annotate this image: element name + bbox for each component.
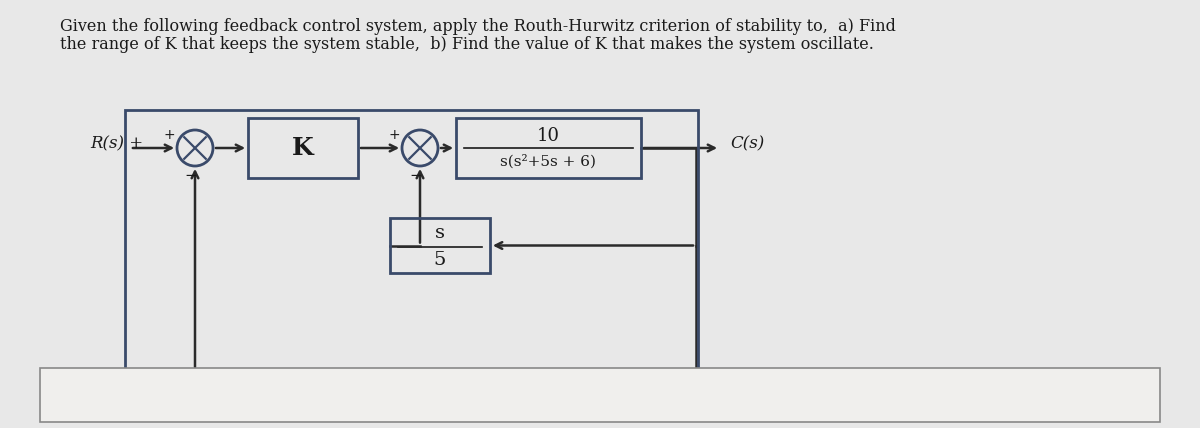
Text: +: + <box>389 128 400 142</box>
Text: −: − <box>409 168 422 183</box>
Text: R(s) +: R(s) + <box>90 136 143 152</box>
Text: K: K <box>292 136 314 160</box>
Text: +: + <box>163 128 175 142</box>
Text: the range of K that keeps the system stable,  b) Find the value of K that makes : the range of K that keeps the system sta… <box>60 36 874 53</box>
Bar <box>125 110 698 370</box>
Bar <box>390 218 490 273</box>
Bar <box>248 118 358 178</box>
Text: 10: 10 <box>538 127 560 145</box>
Text: s(s²+5s + 6): s(s²+5s + 6) <box>500 154 596 168</box>
Text: Given the following feedback control system, apply the Routh-Hurwitz criterion o: Given the following feedback control sys… <box>60 18 896 35</box>
Text: 5: 5 <box>434 251 446 269</box>
Text: C(s): C(s) <box>730 136 764 152</box>
Text: −: − <box>185 168 197 183</box>
Text: s: s <box>436 224 445 242</box>
Bar <box>456 118 641 178</box>
Bar <box>40 368 1160 422</box>
